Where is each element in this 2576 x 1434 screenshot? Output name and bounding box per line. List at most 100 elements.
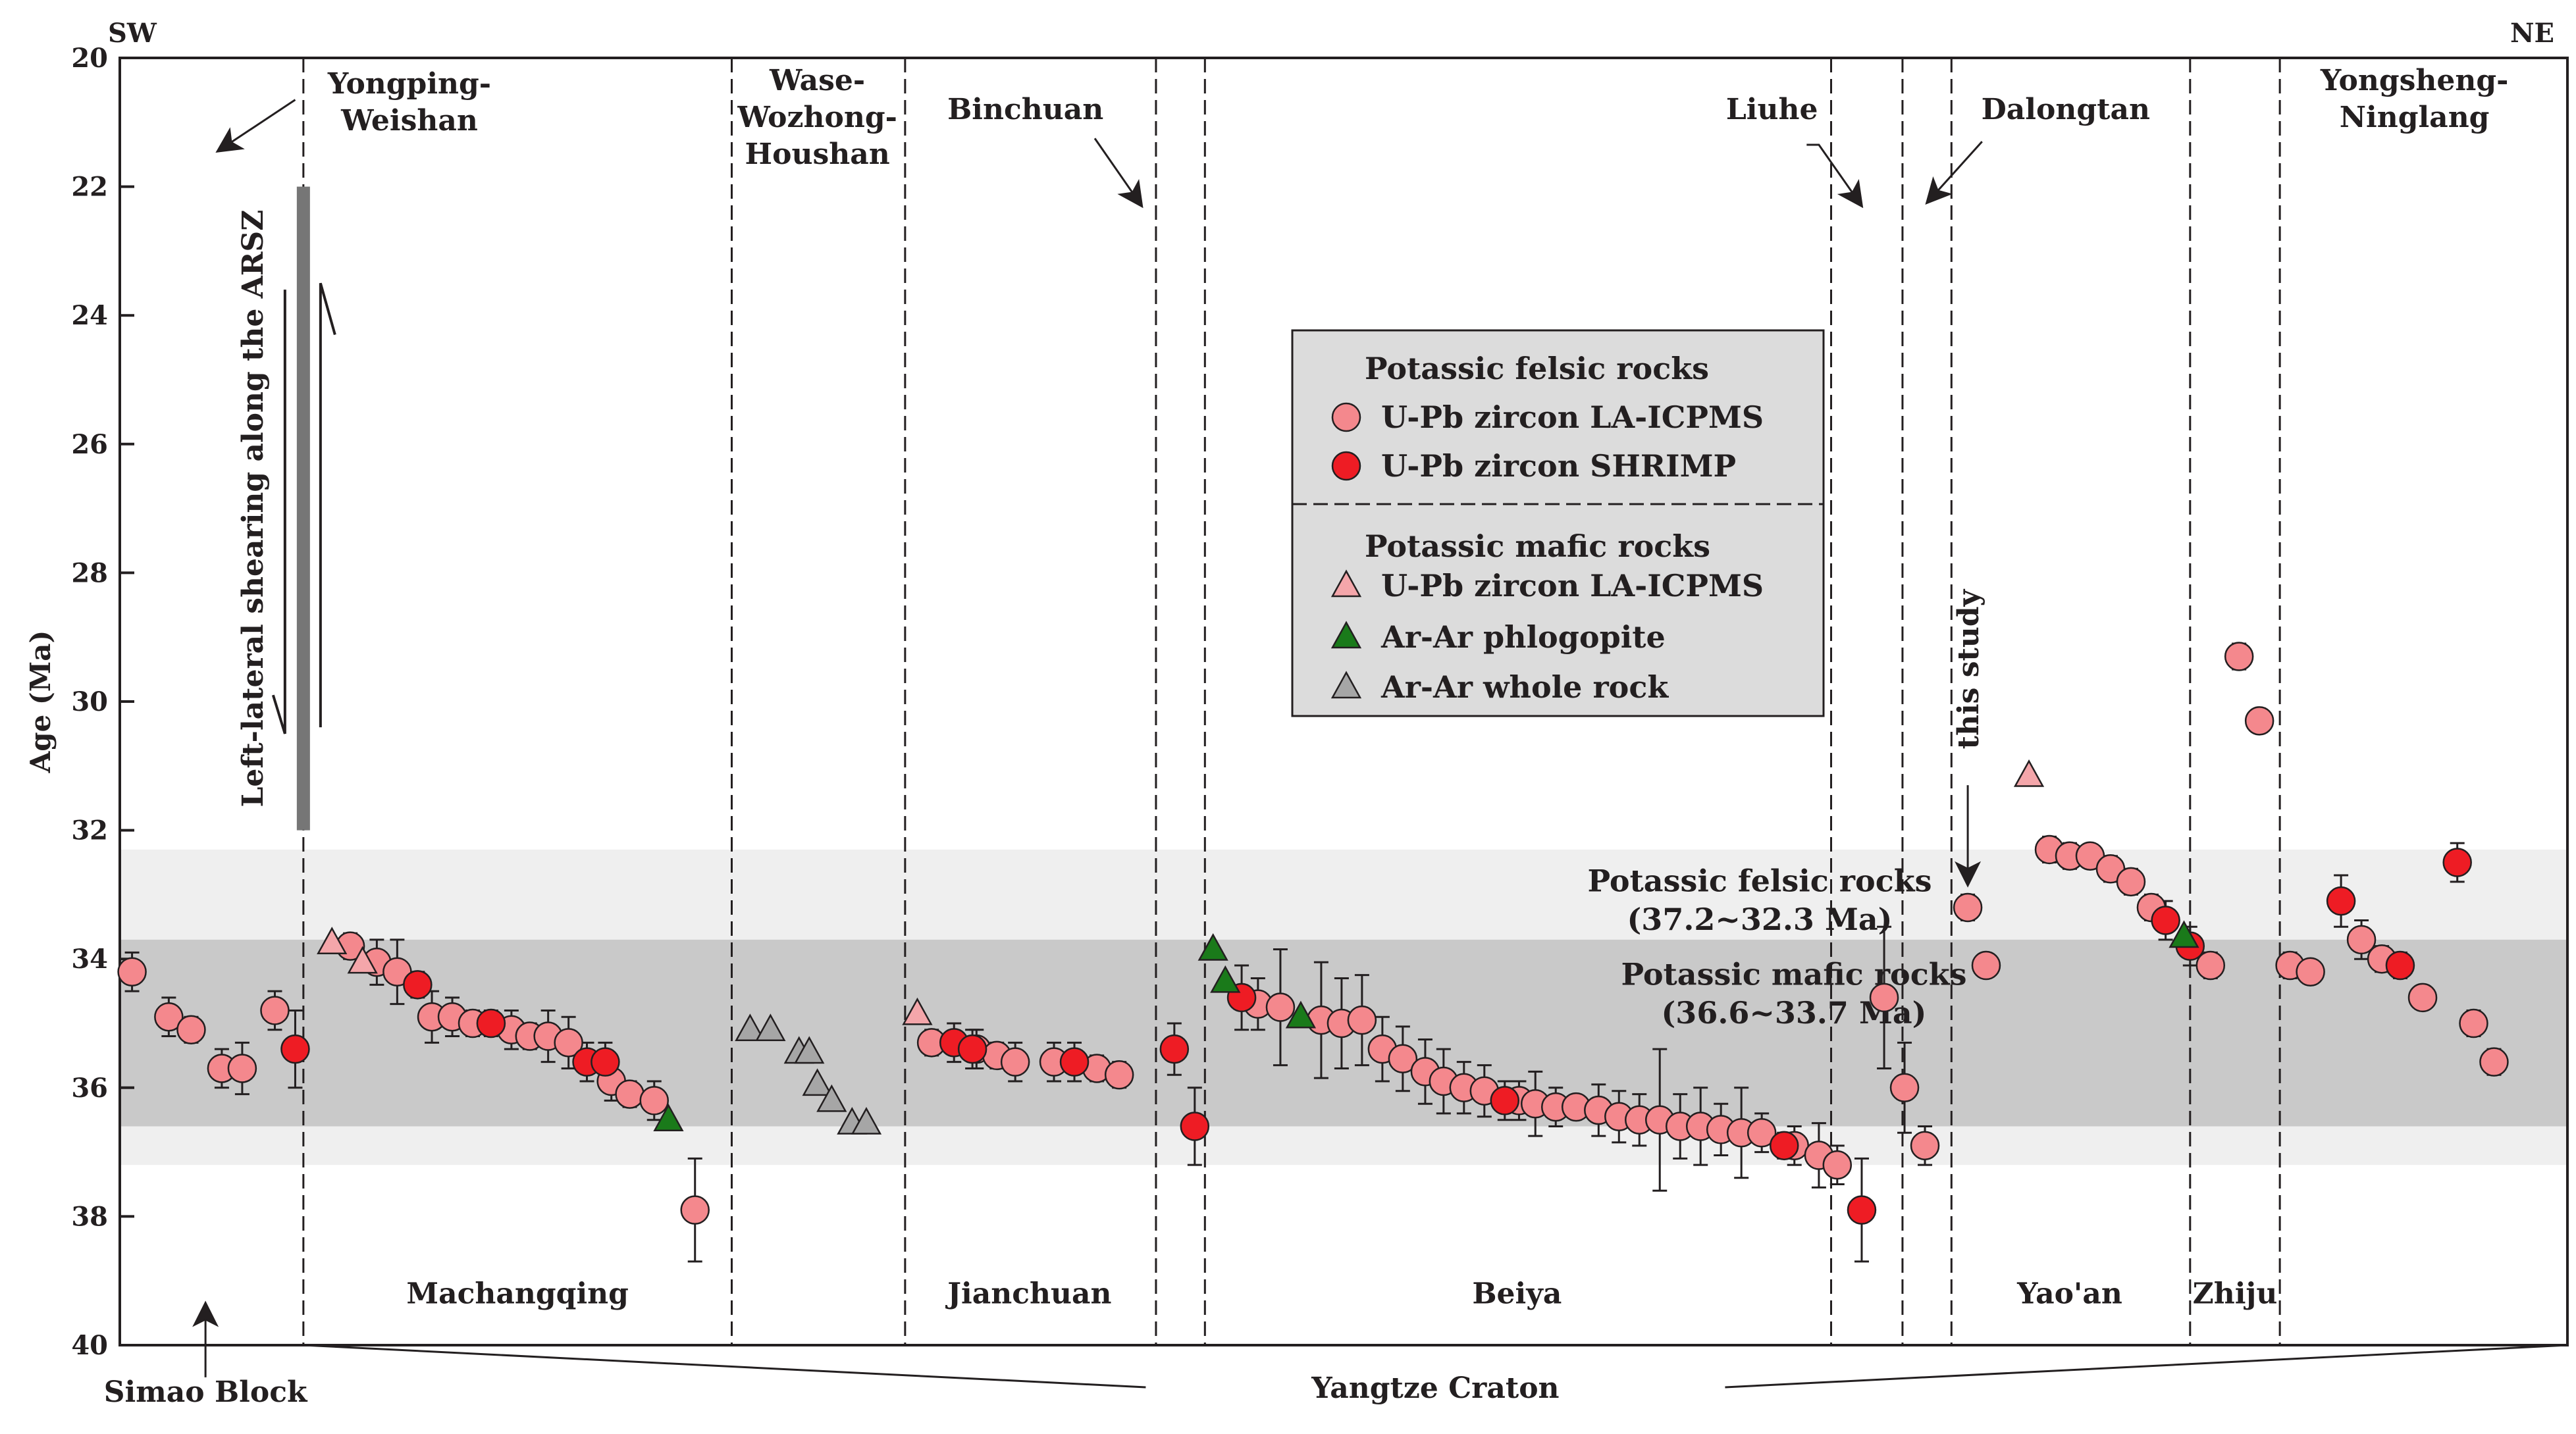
data-point-triangle: [1210, 965, 1241, 993]
data-point-circle: [2459, 1008, 2488, 1038]
y-tick-label: 40: [71, 1330, 108, 1361]
data-point-circle: [1347, 1005, 1377, 1035]
data-point-circle: [1747, 1118, 1777, 1148]
legend-title-felsic: Potassic felsic rocks: [1365, 351, 1709, 386]
marker-layer: [117, 642, 2509, 1225]
data-point-circle: [1769, 1131, 1799, 1161]
direction-label-sw: SW: [108, 18, 157, 49]
legend-label: Ar-Ar whole rock: [1380, 669, 1669, 705]
region-label-bottom: Machangqing: [406, 1277, 629, 1310]
data-point-circle: [117, 957, 147, 987]
legend-label: U-Pb zircon LA-ICPMS: [1381, 568, 1764, 603]
data-point-triangle: [653, 1104, 684, 1131]
data-point-circle: [1490, 1086, 1520, 1115]
region-label-top: Dalongtan: [1982, 93, 2150, 126]
data-point-circle: [176, 1015, 206, 1045]
y-tick-label: 20: [71, 43, 108, 74]
shear-zone-bar: [296, 186, 310, 831]
region-label-bottom: Beiya: [1472, 1277, 1562, 1310]
band-label-felsic-range: (37.2~32.3 Ma): [1627, 902, 1893, 937]
region-label-top: Liuhe: [1726, 93, 1818, 126]
legend: Potassic felsic rocks Potassic mafic rock…: [1291, 329, 1825, 717]
annotation-layer: Machangqing Jianchuan Beiya Yao'an Zhiju Yong…: [104, 64, 2568, 1409]
data-point-circle: [2407, 983, 2438, 1013]
band-label-mafic: Potassic mafic rocks: [1621, 956, 1966, 992]
region-label-bottom: Zhiju: [2193, 1277, 2278, 1310]
y-tick-label: 32: [71, 815, 108, 846]
data-point-circle: [1869, 983, 1899, 1013]
data-point-triangle: [2013, 759, 2045, 787]
band-label-felsic: Potassic felsic rocks: [1587, 863, 1932, 899]
arrow-binchuan: [1093, 138, 1143, 209]
legend-symbol-triangle: [1330, 671, 1362, 699]
data-point-circle: [1059, 1047, 1090, 1077]
y-tick-label: 36: [71, 1073, 108, 1104]
legend-title-mafic: Potassic mafic rocks: [1365, 528, 1710, 564]
data-point-circle: [1180, 1112, 1210, 1141]
arrow-liuhe: [1806, 143, 1864, 209]
data-point-circle: [2326, 886, 2356, 916]
region-label-top: Ninglang: [2340, 101, 2490, 134]
legend-symbol-triangle: [1330, 569, 1362, 598]
data-point-triangle: [851, 1107, 882, 1135]
arrow-yongping: [215, 99, 296, 153]
data-point-circle: [2442, 848, 2472, 877]
region-label-top: Wozhong-: [737, 101, 897, 134]
y-tick-label: 38: [71, 1201, 108, 1232]
data-point-circle: [1265, 992, 1296, 1022]
data-point-circle: [2385, 950, 2415, 981]
y-tick-label: 34: [71, 944, 108, 975]
region-label-top: Houshan: [745, 138, 890, 171]
legend-box: [1291, 329, 1825, 717]
data-point-circle: [1971, 950, 2001, 981]
data-point-circle: [1104, 1060, 1134, 1090]
legend-symbol-circle: [1331, 451, 1361, 481]
data-point-circle: [639, 1086, 670, 1115]
data-point-triangle: [1197, 933, 1228, 961]
data-point-circle: [2224, 642, 2254, 671]
region-label-top: Wase-: [769, 64, 865, 97]
data-point-circle: [476, 1008, 506, 1038]
data-point-circle: [554, 1028, 583, 1058]
data-point-circle: [957, 1034, 987, 1064]
y-axis-title: Age (Ma): [24, 630, 57, 774]
data-point-circle: [591, 1047, 620, 1077]
region-label-top: Weishan: [340, 104, 478, 138]
data-point-circle: [1953, 892, 1983, 923]
region-label-top: Yongsheng-: [2320, 64, 2508, 97]
arrow-dalongtan: [1925, 141, 1983, 205]
data-point-circle: [2346, 925, 2377, 955]
data-point-circle: [2195, 950, 2226, 981]
data-point-triangle: [802, 1068, 833, 1096]
shear-arrow-down: [271, 290, 286, 734]
data-point-circle: [227, 1054, 257, 1083]
data-point-triangle: [902, 997, 933, 1025]
band-layer: [120, 849, 2567, 1165]
data-point-circle: [1000, 1047, 1030, 1077]
region-label-top: Binchuan: [947, 93, 1103, 126]
legend-symbol-triangle: [1330, 621, 1362, 649]
legend-symbol-circle: [1331, 402, 1361, 432]
data-point-triangle: [816, 1084, 847, 1112]
y-tick-label: 30: [71, 686, 108, 717]
axis-layer: 20 22 24 26 28 30 32 34 36 38 40 Age (Ma) SW NE: [24, 18, 2569, 1361]
data-point-circle: [280, 1034, 310, 1064]
legend-label: U-Pb zircon LA-ICPMS: [1381, 399, 1764, 435]
data-point-circle: [403, 970, 433, 1000]
data-point-circle: [2296, 957, 2325, 987]
data-point-circle: [1388, 1044, 1418, 1074]
data-point-circle: [680, 1195, 710, 1225]
data-point-circle: [2244, 706, 2274, 736]
data-point-circle: [1847, 1195, 1877, 1225]
direction-label-ne: NE: [2510, 18, 2554, 49]
y-tick-label: 24: [71, 300, 108, 331]
data-point-circle: [154, 1002, 184, 1032]
data-point-circle: [1889, 1073, 1920, 1103]
data-point-triangle: [794, 1036, 825, 1064]
data-point-circle: [2151, 906, 2180, 935]
y-tick-label: 22: [71, 172, 108, 203]
yangtze-craton-label: Yangtze Craton: [1311, 1371, 1559, 1405]
shear-arrow-up: [319, 282, 336, 728]
data-point-triangle: [1285, 1000, 1317, 1029]
